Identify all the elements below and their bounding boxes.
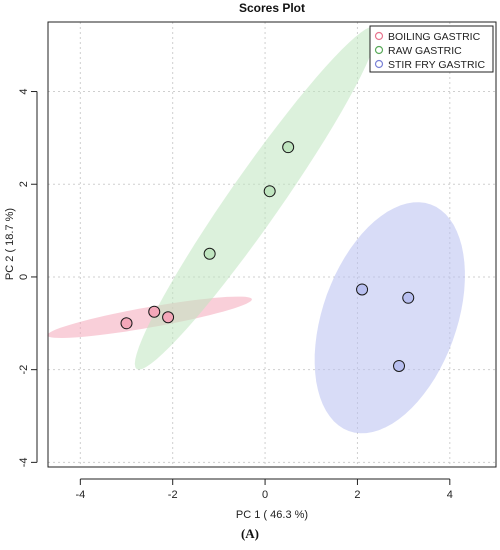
legend-box <box>369 25 494 73</box>
x-axis: -4 -2 0 2 4 <box>75 478 453 501</box>
x-tick-label: 4 <box>447 489 453 501</box>
data-point <box>162 311 175 324</box>
y-axis-label: PC 2 ( 18.7 %) <box>4 208 16 280</box>
data-point <box>148 305 161 318</box>
data-point <box>356 283 369 296</box>
confidence-ellipse <box>134 26 377 370</box>
x-tick-label: -2 <box>168 489 178 501</box>
data-point <box>120 317 133 330</box>
y-tick-label: -4 <box>18 457 30 467</box>
legend-marker <box>374 59 384 69</box>
legend-label: STIR FRY GASTRIC <box>388 59 485 71</box>
x-tick-label: -4 <box>75 489 85 501</box>
x-tick-label: 0 <box>262 489 268 501</box>
legend-label: BOILING GASTRIC <box>388 31 481 43</box>
legend-marker <box>374 31 384 41</box>
legend: BOILING GASTRIC RAW GASTRIC STIR FRY GASTR… <box>369 25 494 73</box>
y-tick-label: 0 <box>18 274 30 280</box>
legend-label: RAW GASTRIC <box>388 45 462 57</box>
data-point <box>282 141 295 154</box>
confidence-ellipse <box>314 202 465 434</box>
y-tick-label: 4 <box>18 88 30 94</box>
figure-label: (A) <box>240 526 260 541</box>
data-point <box>263 185 276 198</box>
chart-title: Scores Plot <box>239 1 305 15</box>
x-axis-label: PC 1 ( 46.3 %) <box>236 509 308 521</box>
plot-frame <box>47 21 497 468</box>
confidence-ellipses <box>47 26 465 434</box>
data-point <box>203 247 216 260</box>
data-point <box>393 359 406 372</box>
data-point <box>402 291 415 304</box>
y-tick-label: 2 <box>18 181 30 187</box>
y-tick-label: -2 <box>18 365 30 375</box>
y-axis: -4 -2 0 2 4 <box>18 88 38 467</box>
legend-marker <box>374 45 384 55</box>
x-tick-label: 2 <box>354 489 360 501</box>
score-points <box>120 141 415 372</box>
